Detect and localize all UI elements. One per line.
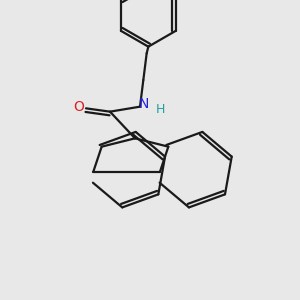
Text: N: N: [139, 97, 149, 111]
Text: H: H: [156, 103, 165, 116]
Text: O: O: [73, 100, 84, 114]
